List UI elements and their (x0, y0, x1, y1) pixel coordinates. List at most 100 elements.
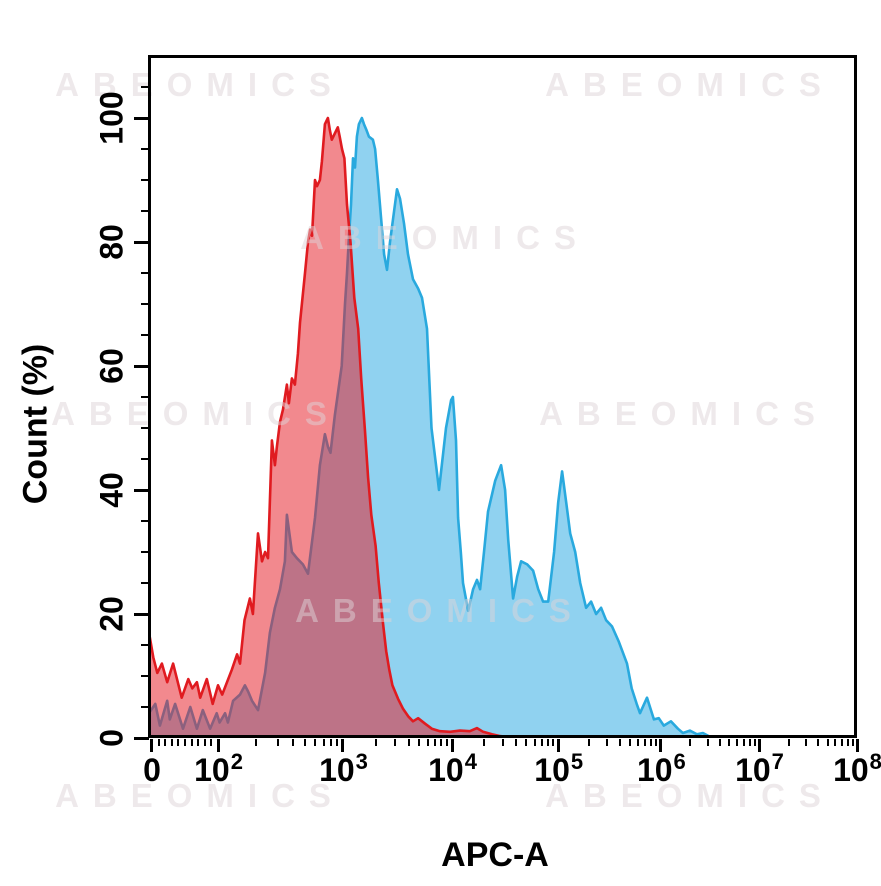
x-tick-exponent: 2 (230, 749, 243, 774)
y-minor-tick (141, 272, 149, 274)
x-minor-tick (434, 739, 437, 746)
y-minor-tick (141, 706, 149, 708)
x-major-tick (450, 739, 454, 752)
y-tick-label: 0 (93, 729, 130, 747)
x-minor-tick (254, 739, 257, 746)
x-minor-tick (736, 739, 739, 746)
x-minor-tick (446, 739, 449, 746)
x-tick-label: 107 (735, 749, 784, 788)
y-major-tick (134, 116, 149, 120)
x-minor-tick (643, 739, 646, 746)
x-minor-tick (834, 739, 837, 746)
x-minor-tick (649, 739, 652, 746)
x-minor-tick (304, 739, 307, 746)
y-minor-tick (141, 458, 149, 460)
x-minor-tick (322, 739, 325, 746)
x-minor-tick (851, 739, 854, 746)
x-tick-label: 103 (319, 749, 368, 788)
y-tick-label: 40 (93, 472, 130, 508)
x-tick-label: 106 (636, 749, 686, 788)
x-tick-exponent: 3 (355, 749, 368, 774)
x-major-tick (556, 739, 560, 752)
x-minor-tick (164, 739, 167, 746)
x-minor-tick (203, 739, 206, 746)
x-minor-tick (619, 739, 622, 746)
x-minor-tick (706, 739, 709, 746)
y-minor-tick (141, 210, 149, 212)
x-major-tick (150, 739, 154, 752)
x-minor-tick (440, 739, 443, 746)
y-major-tick (134, 612, 149, 616)
x-minor-tick (177, 739, 180, 746)
x-tick-label: 102 (194, 749, 243, 788)
x-minor-tick (588, 739, 591, 746)
y-minor-tick (141, 303, 149, 305)
x-minor-tick (804, 739, 807, 746)
y-axis-title: Count (%) (16, 343, 55, 505)
y-minor-tick (141, 644, 149, 646)
y-minor-tick (141, 86, 149, 88)
x-minor-tick (728, 739, 731, 746)
x-minor-tick (184, 739, 186, 746)
y-minor-tick (141, 675, 149, 677)
x-minor-tick (637, 739, 640, 746)
y-tick-label: 100 (93, 91, 130, 145)
x-minor-tick (525, 739, 528, 746)
x-tick-exponent: 7 (771, 749, 784, 774)
y-major-tick (134, 364, 149, 368)
x-minor-tick (157, 739, 160, 746)
y-minor-tick (141, 520, 149, 522)
x-minor-tick (546, 739, 549, 746)
x-minor-tick (426, 739, 429, 746)
x-minor-tick (394, 739, 396, 746)
x-tick-exponent: 8 (869, 749, 881, 774)
x-minor-tick (655, 739, 658, 746)
y-tick-label: 20 (93, 596, 130, 632)
y-major-tick (134, 488, 149, 492)
x-minor-tick (826, 739, 829, 746)
x-tick-label: 105 (534, 749, 584, 788)
y-minor-tick (141, 179, 149, 181)
x-minor-tick (840, 739, 843, 746)
y-minor-tick (141, 334, 149, 336)
x-minor-tick (374, 739, 377, 746)
x-axis-title: APC-A (441, 836, 549, 874)
x-tick-exponent: 4 (464, 749, 477, 774)
x-minor-tick (533, 739, 536, 746)
y-minor-tick (141, 148, 149, 150)
x-minor-tick (753, 739, 756, 746)
x-minor-tick (748, 739, 751, 746)
y-major-tick (134, 240, 149, 244)
x-minor-tick (482, 739, 485, 746)
x-minor-tick (689, 739, 692, 746)
x-minor-tick (314, 739, 317, 746)
x-minor-tick (628, 739, 631, 746)
x-minor-tick (190, 739, 193, 746)
x-minor-tick (742, 739, 745, 746)
x-minor-tick (606, 739, 609, 746)
x-minor-tick (846, 739, 849, 746)
x-minor-tick (407, 739, 410, 746)
y-minor-tick (141, 396, 149, 398)
x-minor-tick (336, 739, 339, 746)
x-minor-tick (514, 739, 517, 746)
y-minor-tick (141, 427, 149, 429)
x-minor-tick (540, 739, 543, 746)
x-tick-exponent: 6 (673, 749, 686, 774)
x-minor-tick (718, 739, 721, 746)
histogram-curves-canvas (149, 116, 716, 738)
x-minor-tick (276, 739, 279, 746)
x-minor-tick (787, 739, 790, 746)
x-major-tick (757, 739, 761, 752)
x-minor-tick (552, 739, 555, 746)
red-histogram-control-fill (149, 118, 521, 738)
y-minor-tick (141, 582, 149, 584)
x-major-tick (855, 739, 859, 752)
x-minor-tick (418, 739, 421, 746)
x-minor-tick (292, 739, 295, 746)
x-minor-tick (501, 739, 504, 746)
y-major-tick (134, 736, 149, 740)
x-major-tick (341, 739, 345, 752)
y-tick-label: 80 (93, 224, 130, 260)
